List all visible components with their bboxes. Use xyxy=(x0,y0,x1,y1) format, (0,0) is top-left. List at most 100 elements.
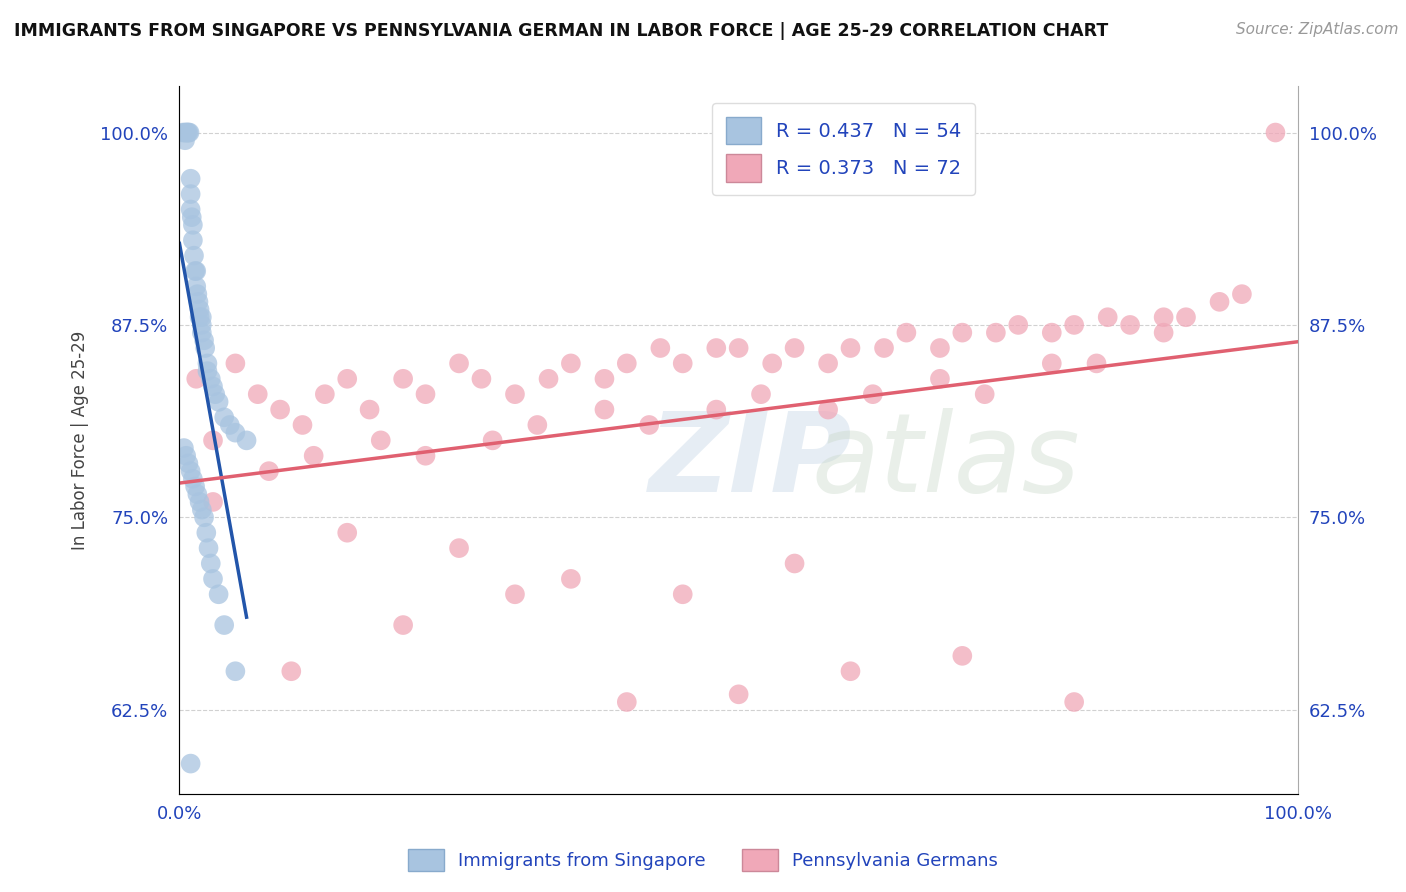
Point xyxy=(1063,695,1085,709)
Point xyxy=(174,126,197,140)
Point xyxy=(180,210,202,224)
Point xyxy=(200,372,222,386)
Point xyxy=(593,402,616,417)
Point xyxy=(181,233,204,247)
Point xyxy=(200,557,222,571)
Point xyxy=(616,356,638,370)
Point xyxy=(616,695,638,709)
Point xyxy=(180,171,202,186)
Point xyxy=(1097,310,1119,325)
Point xyxy=(191,318,214,332)
Point xyxy=(1230,287,1253,301)
Point xyxy=(560,572,582,586)
Point xyxy=(973,387,995,401)
Point xyxy=(1085,356,1108,370)
Point xyxy=(202,495,225,509)
Point xyxy=(291,417,314,432)
Point xyxy=(176,126,198,140)
Point xyxy=(177,457,200,471)
Point xyxy=(950,326,973,340)
Point xyxy=(204,387,226,401)
Point xyxy=(191,502,214,516)
Point xyxy=(188,310,211,325)
Point xyxy=(186,372,208,386)
Point xyxy=(174,126,197,140)
Legend: R = 0.437   N = 54, R = 0.373   N = 72: R = 0.437 N = 54, R = 0.373 N = 72 xyxy=(711,103,974,195)
Point xyxy=(224,665,246,679)
Point xyxy=(302,449,325,463)
Point xyxy=(184,479,207,493)
Point xyxy=(197,356,219,370)
Point xyxy=(186,264,208,278)
Point xyxy=(1040,356,1063,370)
Point xyxy=(873,341,896,355)
Point xyxy=(179,126,201,140)
Point xyxy=(783,341,806,355)
Point xyxy=(188,302,211,317)
Point xyxy=(950,648,973,663)
Point xyxy=(672,356,695,370)
Point xyxy=(1063,318,1085,332)
Point xyxy=(359,402,381,417)
Point xyxy=(503,387,526,401)
Point xyxy=(1264,126,1286,140)
Point xyxy=(269,402,291,417)
Point xyxy=(184,264,207,278)
Point xyxy=(177,126,200,140)
Point xyxy=(224,425,246,440)
Point xyxy=(197,541,219,555)
Point xyxy=(186,487,208,501)
Point xyxy=(727,687,749,701)
Text: IMMIGRANTS FROM SINGAPORE VS PENNSYLVANIA GERMAN IN LABOR FORCE | AGE 25-29 CORR: IMMIGRANTS FROM SINGAPORE VS PENNSYLVANI… xyxy=(14,22,1108,40)
Text: Source: ZipAtlas.com: Source: ZipAtlas.com xyxy=(1236,22,1399,37)
Point xyxy=(839,665,862,679)
Text: atlas: atlas xyxy=(811,409,1080,515)
Point xyxy=(197,364,219,378)
Point xyxy=(180,756,202,771)
Point xyxy=(650,341,672,355)
Point xyxy=(672,587,695,601)
Point xyxy=(1153,310,1175,325)
Point xyxy=(470,372,492,386)
Point xyxy=(1175,310,1198,325)
Point xyxy=(727,341,749,355)
Point xyxy=(314,387,336,401)
Point xyxy=(181,472,204,486)
Point xyxy=(181,218,204,232)
Point xyxy=(218,417,240,432)
Point xyxy=(172,126,194,140)
Point xyxy=(180,202,202,217)
Point xyxy=(193,334,215,348)
Point xyxy=(180,464,202,478)
Point xyxy=(447,356,470,370)
Point xyxy=(183,249,205,263)
Point xyxy=(817,402,839,417)
Point xyxy=(749,387,772,401)
Point xyxy=(191,326,214,340)
Point xyxy=(202,572,225,586)
Point xyxy=(202,434,225,448)
Point xyxy=(193,510,215,524)
Point xyxy=(370,434,392,448)
Point xyxy=(783,557,806,571)
Point xyxy=(503,587,526,601)
Point xyxy=(186,279,208,293)
Point xyxy=(191,310,214,325)
Text: ZIP: ZIP xyxy=(650,409,852,515)
Point xyxy=(187,294,209,309)
Point xyxy=(235,434,257,448)
Point xyxy=(1208,294,1230,309)
Point xyxy=(929,372,952,386)
Point xyxy=(638,417,661,432)
Point xyxy=(246,387,269,401)
Point xyxy=(174,133,197,147)
Point xyxy=(224,356,246,370)
Point xyxy=(526,417,548,432)
Point xyxy=(839,341,862,355)
Point xyxy=(1119,318,1142,332)
Point xyxy=(481,434,503,448)
Point xyxy=(207,395,229,409)
Y-axis label: In Labor Force | Age 25-29: In Labor Force | Age 25-29 xyxy=(72,331,89,550)
Point xyxy=(280,665,302,679)
Point xyxy=(817,356,839,370)
